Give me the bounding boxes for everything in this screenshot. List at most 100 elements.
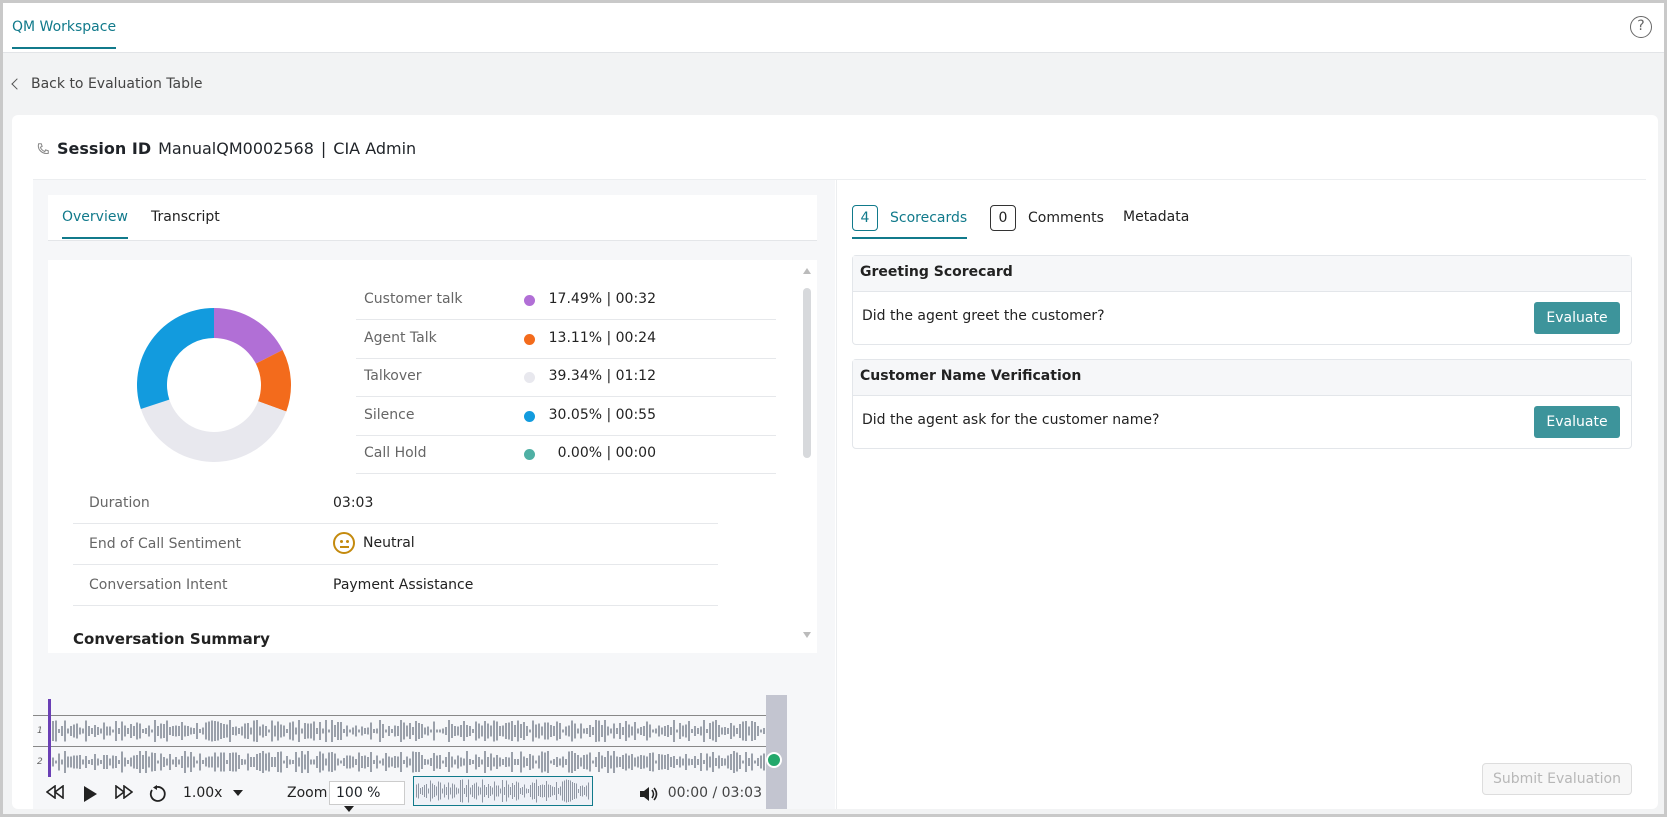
scroll-up-icon[interactable] xyxy=(803,268,811,274)
header-divider xyxy=(33,179,1646,180)
donut-slice[interactable] xyxy=(140,399,287,462)
talk-legend-row: Talkover 39.34% | 01:12 xyxy=(356,356,776,397)
chevron-left-icon xyxy=(11,78,23,90)
chevron-down-icon xyxy=(344,806,354,812)
waveform-channel-1[interactable]: 1 xyxy=(37,719,766,743)
call-info-row: Duration 03:03 xyxy=(73,483,718,524)
talk-legend-value: 30.05% | 00:55 xyxy=(548,406,656,423)
talk-legend-row: Customer talk 17.49% | 00:32 xyxy=(356,279,776,320)
scroll-down-icon[interactable] xyxy=(803,632,811,638)
tab-scorecards-label: Scorecards xyxy=(890,210,968,226)
submit-evaluation-button[interactable]: Submit Evaluation xyxy=(1482,763,1632,795)
conversation-summary-title: Conversation Summary xyxy=(73,630,270,648)
session-user: CIA Admin xyxy=(333,139,417,158)
scorecard-title: Customer Name Verification xyxy=(853,360,1631,396)
play-icon[interactable] xyxy=(82,785,98,807)
talk-legend-label: Call Hold xyxy=(364,445,427,461)
zoom-select[interactable]: 100 % xyxy=(329,781,405,812)
call-info-label: Duration xyxy=(89,495,150,511)
waveform-2-graphic xyxy=(52,751,765,773)
scorecard-question-row: Did the agent greet the customer? Evalua… xyxy=(853,292,1631,344)
talk-legend-row: Agent Talk 13.11% | 00:24 xyxy=(356,318,776,359)
sentiment-text: Neutral xyxy=(363,535,415,551)
audio-player: 1 2 xyxy=(33,695,835,812)
talk-legend-label: Talkover xyxy=(364,368,422,384)
rewind-icon[interactable] xyxy=(45,784,64,803)
chevron-down-icon xyxy=(232,790,243,796)
call-info-value: Payment Assistance xyxy=(333,577,474,593)
call-info-label: Conversation Intent xyxy=(89,577,228,593)
tab-transcript[interactable]: Transcript xyxy=(151,209,220,225)
left-pane: Overview Transcript Customer talk 17.49% … xyxy=(33,180,835,812)
zoom-value: 100 % xyxy=(336,785,381,801)
fast-forward-icon[interactable] xyxy=(115,784,134,803)
overview-scrollbar[interactable] xyxy=(803,268,811,638)
playback-speed-select[interactable]: 1.00x xyxy=(183,785,243,801)
waveform-channel-2[interactable]: 2 xyxy=(37,750,766,774)
donut-slice[interactable] xyxy=(214,308,283,364)
phone-icon xyxy=(37,142,49,154)
scorecard-question-row: Did the agent ask for the customer name?… xyxy=(853,396,1631,448)
legend-dot-icon xyxy=(524,295,535,306)
legend-dot-icon xyxy=(524,372,535,383)
waveform-1-graphic xyxy=(52,720,765,742)
tab-metadata[interactable]: Metadata xyxy=(1123,209,1189,225)
minimap-graphic xyxy=(416,779,589,803)
tab-overview[interactable]: Overview xyxy=(62,209,128,239)
donut-slice[interactable] xyxy=(255,350,291,412)
tab-comments-label: Comments xyxy=(1028,210,1104,226)
right-pane: 4 Scorecards 0 Comments Metadata Greetin… xyxy=(836,180,1646,809)
help-icon[interactable]: ? xyxy=(1630,16,1652,38)
scorecard: Customer Name Verification Did the agent… xyxy=(852,359,1632,449)
sentiment-value: Neutral xyxy=(333,532,415,554)
talk-legend-value: 39.34% | 01:12 xyxy=(548,368,656,384)
talk-legend-label: Agent Talk xyxy=(364,329,437,346)
session-id-value: ManualQM0002568 xyxy=(158,139,314,158)
volume-icon[interactable] xyxy=(639,785,659,807)
session-header: Session ID ManualQM0002568 | CIA Admin xyxy=(36,139,416,158)
talk-legend-value: 17.49% | 00:32 xyxy=(548,291,656,307)
neutral-face-icon xyxy=(333,532,355,554)
talk-legend-value: 13.11% | 00:24 xyxy=(548,329,656,346)
wave-separator xyxy=(33,746,766,747)
talk-legend-row: Call Hold 0.00% | 00:00 xyxy=(356,433,776,474)
left-tabs: Overview Transcript xyxy=(48,195,817,241)
scorecards-count-badge: 4 xyxy=(852,205,878,231)
legend-dot-icon xyxy=(524,333,535,345)
talk-donut-chart xyxy=(137,308,291,462)
channel-label: 2 xyxy=(37,757,43,767)
call-info-label: End of Call Sentiment xyxy=(89,536,241,552)
back-to-evaluation-table-link[interactable]: Back to Evaluation Table xyxy=(11,76,203,92)
evaluate-button[interactable]: Evaluate xyxy=(1534,406,1620,438)
comments-count-badge: 0 xyxy=(990,205,1016,231)
tab-metadata-label: Metadata xyxy=(1123,209,1190,225)
legend-dot-icon xyxy=(524,449,535,460)
player-controls: 1.00x Zoom 100 % 00:00 / 03:03 xyxy=(33,776,766,812)
session-separator: | xyxy=(320,139,327,158)
waveform-toggle-button[interactable] xyxy=(766,752,782,768)
waveform-minimap[interactable] xyxy=(413,776,593,806)
playhead[interactable] xyxy=(48,699,51,777)
evaluate-button[interactable]: Evaluate xyxy=(1534,302,1620,334)
session-id-label: Session ID xyxy=(57,139,152,158)
overview-panel: Customer talk 17.49% | 00:32 Agent Talk 13.… xyxy=(48,260,817,653)
talk-legend-row: Silence 30.05% | 00:55 xyxy=(356,395,776,436)
legend-dot-icon xyxy=(524,410,535,422)
channel-label: 1 xyxy=(37,726,43,736)
scroll-thumb[interactable] xyxy=(803,288,811,458)
tab-comments[interactable]: 0 Comments xyxy=(990,205,1104,231)
call-info-value: 03:03 xyxy=(333,495,374,511)
call-info-row: End of Call Sentiment Neutral xyxy=(73,524,718,565)
back-link-label: Back to Evaluation Table xyxy=(31,76,203,92)
donut-slice[interactable] xyxy=(137,308,214,410)
top-nav: QM Workspace ? xyxy=(3,3,1664,53)
talk-legend-label: Silence xyxy=(364,406,415,423)
scorecard: Greeting Scorecard Did the agent greet t… xyxy=(852,255,1632,345)
right-tabs: 4 Scorecards 0 Comments Metadata xyxy=(852,195,1632,241)
call-info-row: Conversation Intent Payment Assistance xyxy=(73,565,718,606)
evaluation-card: Session ID ManualQM0002568 | CIA Admin O… xyxy=(12,115,1658,812)
tab-scorecards[interactable]: 4 Scorecards xyxy=(852,205,968,239)
tab-qm-workspace[interactable]: QM Workspace xyxy=(12,19,117,49)
replay-icon[interactable] xyxy=(148,785,166,807)
